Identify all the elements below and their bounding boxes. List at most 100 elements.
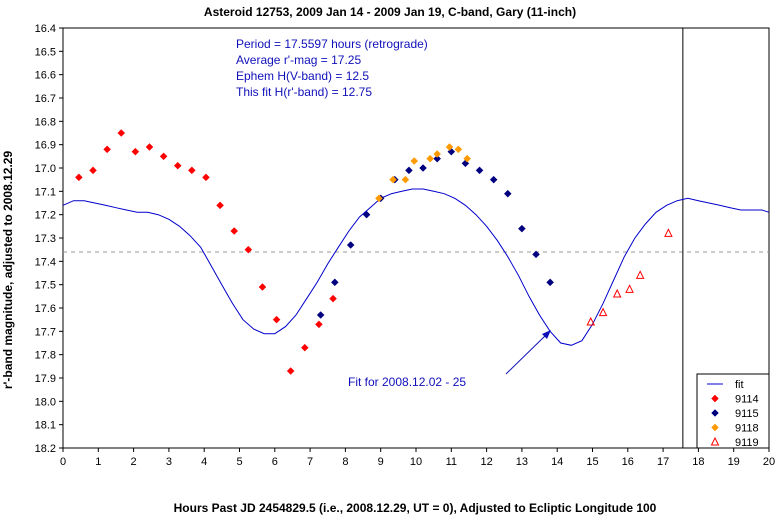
series-9114-point xyxy=(315,320,323,329)
series-9118-point xyxy=(463,154,472,163)
series-9118-point xyxy=(410,157,419,165)
series-9114-point xyxy=(145,143,154,151)
y-tick-label: 17.6 xyxy=(35,303,56,315)
x-tick-label: 12 xyxy=(480,456,492,468)
y-tick-label: 17.0 xyxy=(35,163,56,175)
series-9118-point xyxy=(375,194,383,203)
series-9114-point xyxy=(258,283,267,291)
legend-9119-label: 9119 xyxy=(735,437,759,449)
y-tick-label: 17.5 xyxy=(35,280,56,292)
annotation-text: Ephem H(V-band) = 12.5 xyxy=(236,69,369,83)
series-9119-point xyxy=(664,228,673,237)
series-9115-point xyxy=(489,175,498,184)
annotation-text: This fit H(r'-band) = 12.75 xyxy=(236,85,372,99)
series-9118-point xyxy=(454,145,463,154)
series-9114-point xyxy=(173,161,182,170)
chart-title: Asteroid 12753, 2009 Jan 14 - 2009 Jan 1… xyxy=(203,5,577,19)
y-tick-label: 18.0 xyxy=(35,396,56,408)
series-9114-point xyxy=(329,294,337,303)
y-tick-label: 17.8 xyxy=(35,350,56,362)
x-tick-label: 7 xyxy=(307,456,313,468)
series-9114-point xyxy=(131,147,140,156)
y-tick-label: 17.3 xyxy=(35,233,56,245)
series-9115-point xyxy=(503,189,512,198)
series-9119-point xyxy=(586,316,596,326)
series-9118-point xyxy=(426,154,434,163)
series-9119-point xyxy=(635,270,645,279)
y-tick-label: 16.9 xyxy=(35,140,56,152)
series-9114-point xyxy=(75,173,83,182)
x-tick-label: 4 xyxy=(201,456,207,468)
x-tick-label: 18 xyxy=(692,456,704,468)
x-tick-label: 2 xyxy=(131,456,137,468)
y-tick-label: 17.2 xyxy=(35,210,56,222)
y-tick-label: 17.1 xyxy=(35,186,56,198)
x-tick-label: 14 xyxy=(551,456,563,468)
series-9114-point xyxy=(117,129,126,137)
y-tick-label: 16.4 xyxy=(35,23,56,35)
series-9114-point xyxy=(202,173,210,182)
legend-9118-label: 9118 xyxy=(735,423,759,435)
y-tick-label: 18.2 xyxy=(35,443,56,455)
series-9115-point xyxy=(546,278,554,287)
legend-box xyxy=(696,373,770,449)
x-tick-label: 17 xyxy=(657,456,669,468)
x-tick-label: 1 xyxy=(95,456,101,468)
y-tick-label: 16.8 xyxy=(35,116,56,128)
series-9118-point xyxy=(445,143,454,151)
x-tick-label: 19 xyxy=(728,456,740,468)
series-9114-point xyxy=(159,152,168,161)
series-9115-point xyxy=(475,166,484,175)
series-9114-point xyxy=(187,166,196,175)
series-9114-point xyxy=(216,201,224,210)
series-9114-point xyxy=(300,343,309,352)
y-tick-label: 17.9 xyxy=(35,373,56,385)
legend-9114-swatch xyxy=(711,394,719,403)
x-tick-label: 6 xyxy=(272,456,278,468)
y-tick-label: 16.6 xyxy=(35,70,56,82)
arrow-label: Fit for 2008.12.02 - 25 xyxy=(348,375,466,389)
series-9118-point xyxy=(433,150,442,158)
series-9115-point xyxy=(330,278,339,287)
series-9114-point xyxy=(103,145,111,154)
arrow-head xyxy=(542,330,551,339)
plot-frame xyxy=(62,27,770,449)
series-9115-point xyxy=(532,250,540,259)
series-9114-point xyxy=(244,245,253,254)
x-tick-label: 5 xyxy=(236,456,242,468)
x-tick-label: 10 xyxy=(410,456,422,468)
x-tick-label: 9 xyxy=(378,456,384,468)
x-tick-label: 11 xyxy=(446,456,457,468)
x-tick-label: 8 xyxy=(342,456,348,468)
series-9119-point xyxy=(612,288,622,298)
series-9118-point xyxy=(389,175,397,184)
x-tick-label: 13 xyxy=(516,456,528,468)
series-9115-point xyxy=(316,311,325,319)
annotation-text: Period = 17.5597 hours (retrograde) xyxy=(236,37,428,51)
series-9119-point xyxy=(625,284,634,293)
annotation-text: Average r'-mag = 17.25 xyxy=(236,53,361,67)
series-9115-point xyxy=(405,166,413,175)
legend-fit-label: fit xyxy=(735,379,744,391)
x-tick-label: 0 xyxy=(60,456,66,468)
y-tick-label: 17.7 xyxy=(35,326,56,338)
series-9115-point xyxy=(419,164,427,172)
x-tick-label: 16 xyxy=(622,456,634,468)
y-tick-label: 16.5 xyxy=(35,46,56,58)
y-tick-label: 16.7 xyxy=(35,93,56,105)
x-axis-label: Hours Past JD 2454829.5 (i.e., 2008.12.2… xyxy=(173,501,657,515)
y-tick-label: 17.4 xyxy=(35,256,56,268)
legend-9118-swatch xyxy=(711,423,719,432)
series-9114-point xyxy=(286,367,295,375)
series-9115-point xyxy=(346,241,355,249)
series-9118-point xyxy=(401,175,410,184)
x-tick-label: 3 xyxy=(166,456,172,468)
series-9114-point xyxy=(230,227,239,235)
legend-9119-swatch xyxy=(710,436,720,446)
arrow-line xyxy=(505,333,548,375)
legend-9114-label: 9114 xyxy=(735,394,759,406)
series-9115-point xyxy=(518,224,526,233)
x-tick-label: 20 xyxy=(763,456,775,468)
